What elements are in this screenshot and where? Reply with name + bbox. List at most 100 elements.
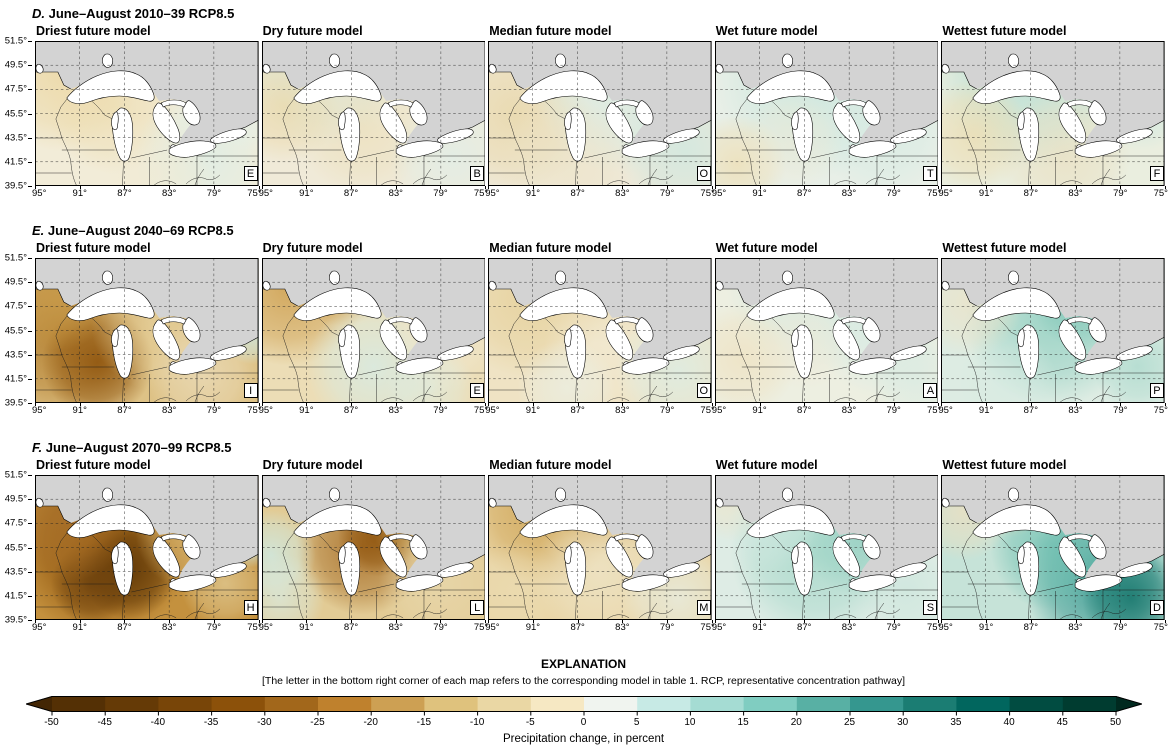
map-border — [941, 475, 1165, 620]
lon-tick-label: 95° — [711, 622, 727, 633]
model-letter: L — [470, 600, 485, 615]
map-canvas — [261, 258, 486, 403]
great-lakes — [35, 53, 247, 162]
model-letter: F — [1149, 166, 1164, 181]
longitude-axis: 95° 91° 87° 83° 79° 75° — [712, 403, 941, 416]
map-canvas — [488, 258, 712, 403]
lon-tick-mark — [804, 620, 806, 623]
lon-tick-label: 79° — [1113, 622, 1128, 633]
lon-tick-mark — [848, 403, 850, 406]
lat-tick-label: 43.5° — [4, 132, 27, 144]
map-canvas — [35, 475, 259, 620]
explanation-title: EXPLANATION — [540, 657, 627, 671]
state-boundaries — [261, 314, 486, 403]
great-lakes — [262, 487, 474, 596]
lon-tick-mark — [124, 620, 126, 623]
longitude-axis: 95° 91° 87° 83° 79° 75° — [259, 186, 488, 199]
lon-tick-mark — [261, 620, 263, 623]
model-column-3: Median future model O 95° 91° 87° 83° 79° 75° — [485, 24, 715, 199]
map-border — [35, 475, 259, 620]
lon-tick-mark — [986, 403, 988, 406]
longitude-axis: 95° 91° 87° 83° 79° 75° — [32, 186, 262, 199]
map-canvas — [941, 475, 1165, 620]
lon-tick-label: 75° — [473, 405, 489, 416]
map-canvas — [714, 475, 939, 620]
lon-tick-label: 83° — [1068, 405, 1083, 416]
graticule — [261, 475, 486, 620]
lon-tick-mark — [577, 186, 579, 189]
lon-tick-label: 91° — [72, 622, 87, 633]
lon-tick-mark — [667, 186, 669, 189]
lon-tick-label: 79° — [206, 188, 222, 199]
map-border — [35, 41, 259, 186]
lat-tick-mark — [28, 499, 32, 501]
lon-tick-mark — [1120, 620, 1122, 623]
explanation-note: [The letter in the bottom right corner o… — [262, 675, 905, 687]
lon-tick-label: 83° — [161, 405, 177, 416]
lon-tick-label: 75° — [700, 405, 715, 416]
map-canvas — [488, 41, 712, 186]
lon-tick-mark — [79, 403, 81, 406]
lon-tick-mark — [941, 403, 943, 406]
lon-tick-label: 83° — [615, 622, 630, 633]
canada-region — [714, 258, 939, 368]
lon-tick-label: 95° — [258, 622, 273, 633]
lat-tick-label: 45.5° — [4, 542, 27, 553]
lon-tick-label: 83° — [388, 188, 403, 199]
map-panel: A — [714, 258, 939, 403]
lon-tick-mark — [79, 620, 81, 623]
longitude-axis: 95° 91° 87° 83° 79° 75° — [938, 186, 1168, 199]
lon-tick-label: 79° — [659, 405, 675, 416]
state-boundaries — [941, 314, 1165, 403]
model-column-3: Median future model M 95° 91° 87° 83° 79° 75° — [485, 458, 715, 633]
lon-tick-label: 87° — [117, 622, 132, 633]
lat-tick-label: 51.5° — [4, 252, 27, 264]
lon-tick-label: 83° — [1068, 622, 1083, 633]
lon-tick-label: 79° — [433, 188, 448, 199]
lon-tick-mark — [577, 403, 579, 406]
model-column-2: Dry future model E 95° 91° 87° 83° 79° 75° — [259, 241, 489, 416]
lon-tick-label: 87° — [797, 405, 812, 416]
graticule — [714, 258, 939, 403]
lon-tick-mark — [169, 186, 171, 189]
canada-region — [35, 475, 259, 585]
model-column-1: Driest future model E 95° 91° 87° 83° 79° 75° — [32, 24, 262, 199]
canada-region — [714, 475, 939, 585]
lon-tick-mark — [986, 620, 988, 623]
lon-tick-mark — [440, 620, 442, 623]
map-panel: S — [714, 475, 939, 620]
canada-region — [488, 475, 712, 585]
row-letter: E. — [32, 223, 45, 238]
row-letter: F. — [32, 440, 43, 455]
scenario-row-2: E. June–August 2040–69 RCP8.5 51.5° 49.5° 4… — [2, 223, 1168, 416]
column-title: Driest future model — [36, 458, 151, 472]
graticule — [261, 258, 486, 403]
canada-region — [261, 41, 486, 151]
lon-tick-mark — [351, 403, 353, 406]
map-panel: P — [941, 258, 1165, 403]
lon-tick-mark — [1164, 620, 1166, 623]
colorbar-tick-label: -40 — [150, 717, 166, 728]
lat-tick-mark — [28, 161, 32, 163]
scenario-row-3: F. June–August 2070–99 RCP8.5 51.5° 49.5° 4… — [2, 440, 1168, 633]
lon-tick-mark — [711, 620, 713, 623]
lon-tick-mark — [258, 186, 260, 189]
colorbar-tick-label: -10 — [469, 717, 485, 728]
column-title: Dry future model — [262, 458, 363, 472]
lon-tick-label: 79° — [206, 622, 222, 633]
row-title: F. June–August 2070–99 RCP8.5 — [32, 440, 232, 455]
lon-tick-label: 91° — [299, 622, 314, 633]
lat-tick-mark — [28, 547, 32, 549]
lat-tick-mark — [28, 65, 32, 67]
model-letter: I — [243, 383, 258, 398]
colorbar-tick-label: -15 — [416, 717, 432, 728]
state-boundaries — [35, 97, 259, 186]
model-letter: A — [923, 383, 938, 398]
model-letter: M — [696, 600, 711, 615]
colorbar-tick-label: -45 — [97, 717, 112, 728]
great-lakes — [488, 53, 700, 162]
lon-tick-mark — [124, 403, 126, 406]
lon-tick-mark — [711, 403, 713, 406]
canada-region — [261, 258, 486, 368]
lat-tick-label: 43.5° — [4, 566, 27, 578]
